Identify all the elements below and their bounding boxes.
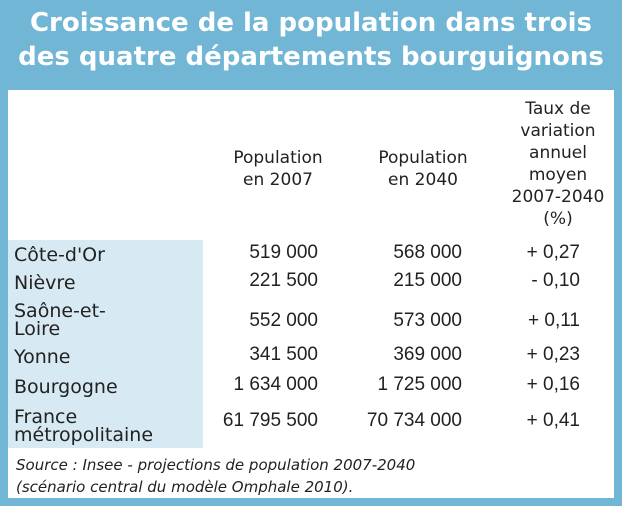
header-line: Taux de: [525, 99, 591, 119]
row-label: Bourgogne: [14, 376, 199, 398]
header-line: 2007-2040: [511, 187, 605, 207]
table-row: Nièvre 221 500 215 000 - 0,10: [8, 268, 614, 298]
table-row: Saône-et- Loire 552 000 573 000 + 0,11: [8, 298, 614, 340]
cell-pop2007: 61 795 500: [222, 410, 318, 431]
cell-pop2040: 369 000: [393, 344, 462, 365]
header-population-2040: Population en 2040: [363, 147, 483, 191]
cell-pop2007: 221 500: [249, 270, 318, 291]
header-line: variation: [520, 121, 596, 141]
row-label-line: Bourgogne: [14, 376, 118, 398]
row-label-column: [8, 240, 203, 448]
header-line: (%): [543, 209, 573, 229]
table-row: Bourgogne 1 634 000 1 725 000 + 0,16: [8, 370, 614, 402]
cell-pop2040: 568 000: [393, 242, 462, 263]
cell-taux: - 0,10: [531, 270, 580, 291]
source-line-1: Source : Insee - projections de populati…: [16, 456, 416, 474]
header-taux-variation: Taux de variation annuel moyen 2007-2040…: [498, 98, 618, 230]
row-label-line: métropolitaine: [14, 424, 154, 446]
title-line-2: des quatre départements bourguignons: [18, 42, 604, 72]
table-row: France métropolitaine 61 795 500 70 734 …: [8, 402, 614, 448]
row-label: Saône-et- Loire: [14, 300, 199, 340]
cell-pop2007: 1 634 000: [233, 374, 318, 395]
header-line: en 2007: [243, 170, 313, 190]
cell-pop2040: 573 000: [393, 310, 462, 331]
cell-pop2007: 519 000: [249, 242, 318, 263]
cell-taux: + 0,27: [526, 242, 580, 263]
cell-pop2040: 70 734 000: [366, 410, 462, 431]
title-line-1: Croissance de la population dans trois: [29, 8, 593, 38]
row-label-line: France: [14, 406, 78, 428]
row-label-line: Côte-d'Or: [14, 244, 105, 266]
cell-taux: + 0,16: [526, 374, 580, 395]
table-row: Côte-d'Or 519 000 568 000 + 0,27: [8, 240, 614, 268]
cell-pop2040: 215 000: [393, 270, 462, 291]
source-note: Source : Insee - projections de populati…: [8, 448, 614, 498]
cell-pop2040: 1 725 000: [377, 374, 462, 395]
header-line: annuel: [529, 143, 587, 163]
page-title: Croissance de la population dans trois d…: [0, 0, 622, 90]
cell-pop2007: 552 000: [249, 310, 318, 331]
row-label: Nièvre: [14, 272, 199, 294]
cell-taux: + 0,41: [526, 410, 580, 431]
row-label: Côte-d'Or: [14, 244, 199, 266]
table-row: Yonne 341 500 369 000 + 0,23: [8, 340, 614, 370]
header-line: en 2040: [388, 170, 458, 190]
header-line: Population: [233, 148, 323, 168]
cell-pop2007: 341 500: [249, 344, 318, 365]
header-population-2007: Population en 2007: [223, 147, 333, 191]
data-table: Population en 2007 Population en 2040 Ta…: [8, 90, 614, 448]
cell-taux: + 0,11: [528, 310, 580, 331]
row-label-line: Nièvre: [14, 272, 76, 294]
row-label: France métropolitaine: [14, 406, 199, 446]
source-line-2: (scénario central du modèle Omphale 2010…: [16, 478, 354, 496]
cell-taux: + 0,23: [526, 344, 580, 365]
row-label-line: Loire: [14, 318, 61, 340]
row-label-line: Yonne: [14, 346, 71, 368]
row-label-line: Saône-et-: [14, 300, 106, 322]
header-line: Population: [378, 148, 468, 168]
header-line: moyen: [528, 165, 588, 185]
row-label: Yonne: [14, 346, 199, 368]
